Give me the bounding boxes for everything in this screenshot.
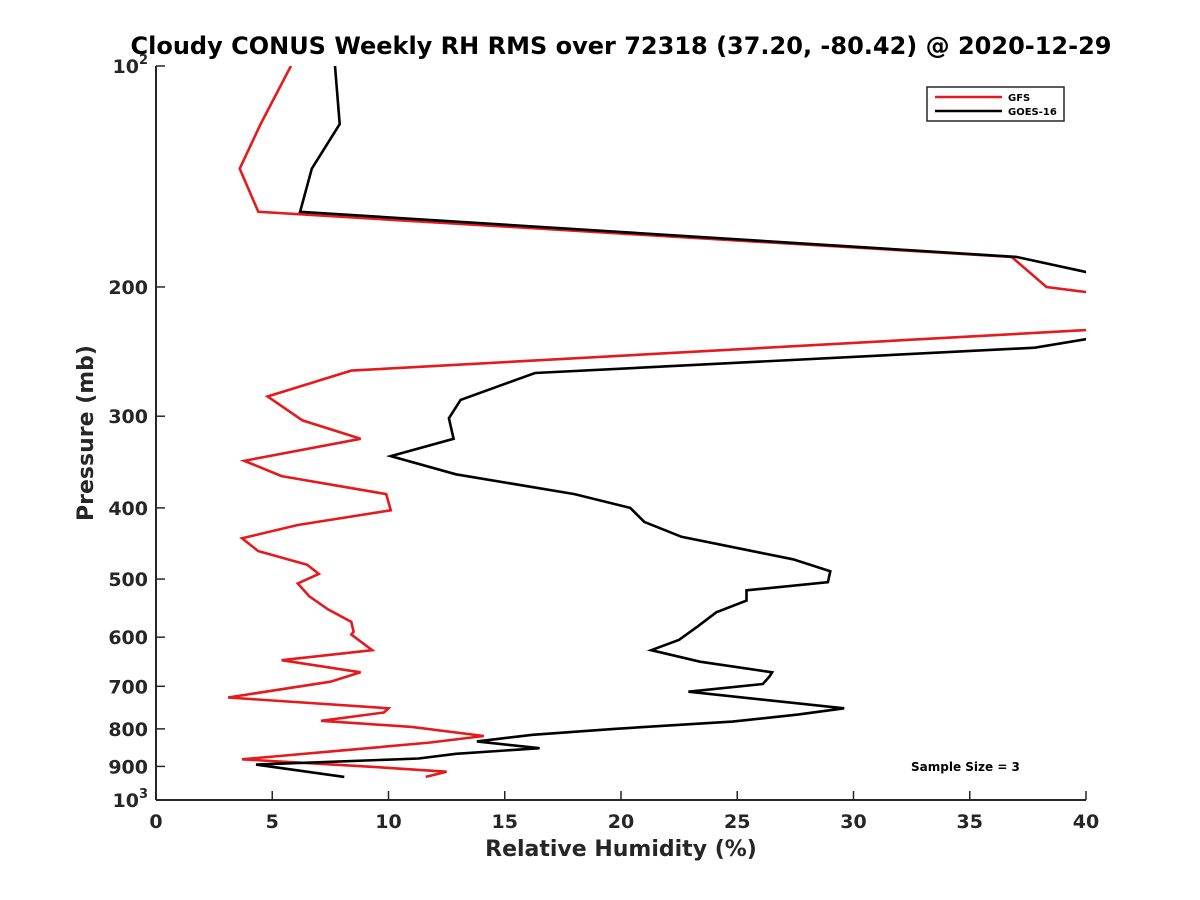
y-tick-label: 900 [108, 756, 148, 778]
x-ticks: 0 5 10 15 20 25 30 35 40 [149, 791, 1099, 833]
legend-box [926, 86, 1065, 122]
x-tick-label: 25 [724, 811, 750, 833]
y-tick-label: 200 [108, 277, 148, 299]
series-line-gfs [227, 66, 1086, 779]
chart-title: Cloudy CONUS Weekly RH RMS over 72318 (3… [131, 32, 1112, 60]
y-tick-label: 300 [108, 406, 148, 428]
y-tick-label: 800 [108, 719, 148, 741]
series-layer [227, 66, 1086, 779]
x-tick-label: 10 [375, 811, 401, 833]
x-tick-label: 15 [492, 811, 518, 833]
y-tick-label: 102 [113, 53, 149, 78]
x-tick-label: 20 [608, 811, 634, 833]
legend-label-gfs: GFS [1008, 93, 1030, 104]
y-tick-label: 600 [108, 627, 148, 649]
legend: GFS GOES-16 [926, 86, 1065, 122]
y-ticks: 102 200 300 400 500 600 700 800 900 103 [108, 53, 165, 812]
y-tick-label: 500 [108, 569, 148, 591]
series-line-goes16 [255, 66, 1086, 779]
x-tick-label: 5 [266, 811, 279, 833]
x-axis-label: Relative Humidity (%) [485, 837, 757, 862]
x-tick-label: 0 [149, 811, 162, 833]
x-tick-label: 30 [840, 811, 866, 833]
y-axis-label: Pressure (mb) [74, 345, 99, 521]
y-tick-label: 103 [113, 787, 149, 812]
y-tick-label: 700 [108, 676, 148, 698]
x-tick-label: 40 [1073, 811, 1099, 833]
sample-size-annotation: Sample Size = 3 [911, 760, 1020, 774]
x-tick-label: 35 [957, 811, 983, 833]
legend-label-goes16: GOES-16 [1008, 107, 1057, 118]
y-tick-label: 400 [108, 498, 148, 520]
